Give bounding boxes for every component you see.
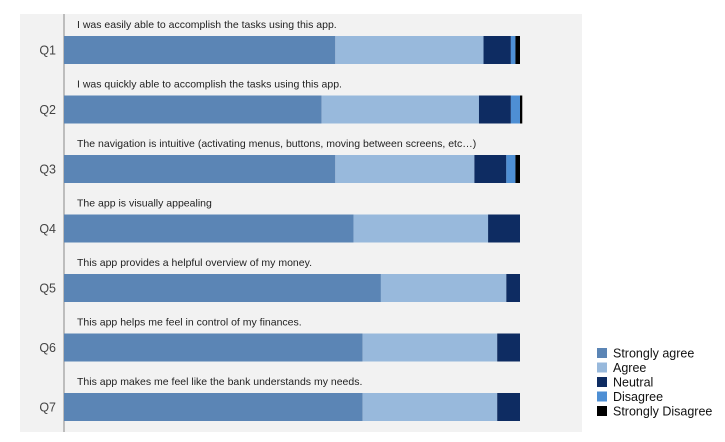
bar-segment-q2-strongly-disagree	[520, 95, 523, 124]
bar-segment-q5-neutral	[506, 274, 520, 302]
question-text-q2: I was quickly able to accomplish the tas…	[77, 79, 342, 91]
bar-segment-q2-disagree	[510, 95, 520, 124]
question-text-q6: This app helps me feel in control of my …	[77, 317, 302, 329]
category-label-q6: Q6	[39, 341, 56, 355]
bar-segment-q2-neutral	[478, 95, 511, 124]
legend-swatch-disagree	[597, 391, 607, 402]
bar-segment-q1-agree	[335, 36, 484, 64]
bar-segment-q7-agree	[362, 393, 498, 421]
bar-segment-q2-agree	[321, 95, 479, 124]
legend-swatch-agree	[597, 362, 607, 373]
bar-segment-q1-neutral	[483, 36, 511, 64]
category-label-q3: Q3	[39, 163, 56, 177]
category-label-q2: Q2	[39, 103, 56, 117]
bar-segment-q6-neutral	[497, 333, 520, 362]
legend-swatch-strongly-agree	[597, 348, 607, 358]
question-text-q4: The app is visually appealing	[77, 198, 212, 210]
legend-label-disagree: Disagree	[613, 390, 663, 404]
bar-segment-q3-disagree	[506, 155, 516, 183]
bar-segment-q5-strongly-agree	[64, 274, 381, 302]
category-label-q1: Q1	[39, 44, 56, 58]
bar-segment-q1-disagree	[510, 36, 516, 64]
legend-swatch-strongly-disagree	[597, 406, 607, 416]
bar-segment-q4-neutral	[488, 214, 520, 243]
legend: Strongly agreeAgreeNeutralDisagreeStrong…	[597, 347, 712, 419]
legend-label-strongly-disagree: Strongly Disagree	[613, 405, 712, 419]
question-text-q3: The navigation is intuitive (activating …	[77, 138, 476, 150]
question-text-q1: I was easily able to accomplish the task…	[77, 19, 337, 31]
bar-segment-q1-strongly-disagree	[515, 36, 520, 64]
bar-segment-q2-strongly-agree	[64, 95, 322, 124]
bar-segment-q5-agree	[380, 274, 507, 302]
question-text-q5: This app provides a helpful overview of …	[77, 257, 312, 269]
bar-segment-q3-strongly-agree	[64, 155, 336, 183]
category-label-q4: Q4	[39, 222, 56, 236]
bar-segment-q4-agree	[353, 214, 489, 243]
bar-segment-q3-neutral	[474, 155, 507, 183]
bar-segment-q6-strongly-agree	[64, 333, 363, 362]
bar-segment-q7-strongly-agree	[64, 393, 363, 421]
legend-label-strongly-agree: Strongly agree	[613, 347, 694, 361]
chart-rows: I was easily able to accomplish the task…	[39, 19, 523, 421]
legend-label-neutral: Neutral	[613, 376, 653, 390]
bar-segment-q1-strongly-agree	[64, 36, 336, 64]
bar-segment-q3-agree	[335, 155, 475, 183]
bar-segment-q7-neutral	[497, 393, 520, 421]
legend-label-agree: Agree	[613, 361, 646, 375]
legend-swatch-neutral	[597, 377, 607, 387]
bar-segment-q4-strongly-agree	[64, 214, 354, 243]
bar-segment-q3-strongly-disagree	[515, 155, 520, 183]
question-text-q7: This app makes me feel like the bank und…	[77, 376, 362, 388]
category-label-q5: Q5	[39, 282, 56, 296]
bar-segment-q6-agree	[362, 333, 498, 362]
category-label-q7: Q7	[39, 401, 56, 415]
